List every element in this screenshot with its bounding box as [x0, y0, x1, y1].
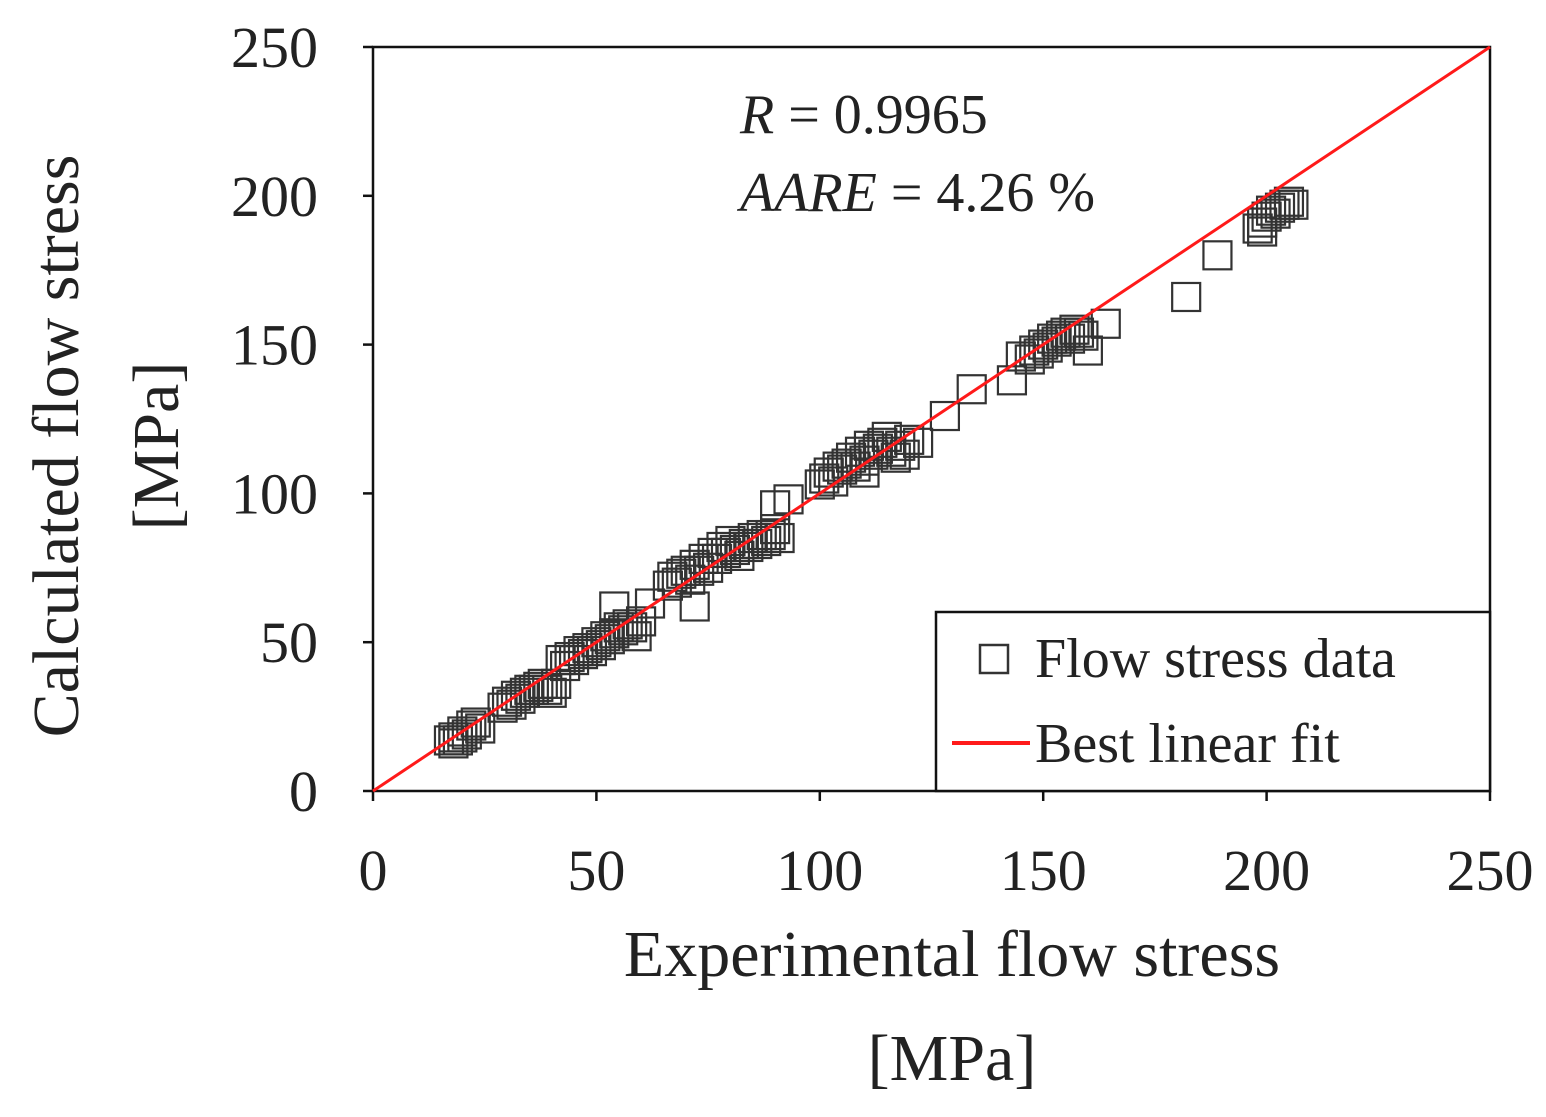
x-tick-label: 150 [1000, 838, 1087, 903]
data-point [1278, 189, 1309, 220]
data-point [1202, 240, 1233, 271]
legend-label-fit: Best linear fit [1035, 713, 1340, 775]
plot-area-frame [371, 45, 1492, 793]
y-tick-label: 150 [231, 313, 318, 378]
r-annotation: R = 0.9965 [739, 84, 988, 146]
y-axis-title-line1: Calculated flow stress [20, 155, 93, 738]
aare-value: = 4.26 % [877, 162, 1095, 224]
data-point [634, 588, 666, 619]
aare-annotation: AARE = 4.26 % [736, 162, 1095, 224]
stats-annotation: R = 0.9965 AARE = 4.26 % [736, 84, 1095, 224]
r-value: = 0.9965 [774, 84, 988, 146]
legend-box [934, 610, 1492, 793]
data-point [679, 591, 710, 622]
y-tick-label: 200 [231, 164, 318, 229]
data-point [438, 728, 469, 759]
data-point [894, 424, 925, 455]
x-tick-label: 200 [1223, 838, 1310, 903]
data-point [1171, 281, 1202, 313]
x-tick-label: 0 [359, 838, 388, 903]
x-tick-label: 50 [567, 838, 625, 903]
legend-label-data: Flow stress data [1035, 628, 1396, 690]
y-tick-label: 0 [289, 759, 318, 824]
data-point [956, 374, 987, 405]
y-tick-label: 50 [260, 610, 318, 675]
r-symbol: R [739, 84, 774, 146]
data-point [1063, 317, 1095, 348]
y-axis-ticks: 0 50 100 150 200 250 [231, 15, 373, 824]
data-point [929, 400, 961, 432]
x-tick-label: 250 [1447, 838, 1534, 903]
data-point [760, 514, 791, 545]
x-axis-title-line1: Experimental flow stress [624, 918, 1280, 991]
x-axis-title-line2: [MPa] [868, 1022, 1037, 1095]
data-point [621, 621, 652, 652]
data-point [1273, 186, 1305, 217]
x-axis-ticks: 0 50 100 150 200 250 [359, 791, 1534, 903]
legend: Flow stress data Best linear fit [934, 610, 1492, 793]
data-point [885, 430, 916, 461]
data-point [1247, 216, 1278, 247]
data-point [764, 522, 795, 554]
y-axis-title: Calculated flow stress [MPa] [20, 155, 193, 738]
y-tick-label: 250 [231, 15, 318, 80]
aare-symbol: AARE [736, 162, 877, 224]
legend-square-marker-icon [978, 643, 1010, 675]
x-tick-label: 100 [776, 838, 863, 903]
y-tick-label: 100 [231, 461, 318, 526]
data-point [456, 710, 487, 741]
data-point [1090, 308, 1121, 339]
y-axis-title-line2: [MPa] [120, 362, 193, 531]
data-point [1072, 335, 1103, 366]
data-point [447, 722, 478, 753]
best-linear-fit-line [372, 45, 1491, 793]
data-point [599, 591, 630, 622]
